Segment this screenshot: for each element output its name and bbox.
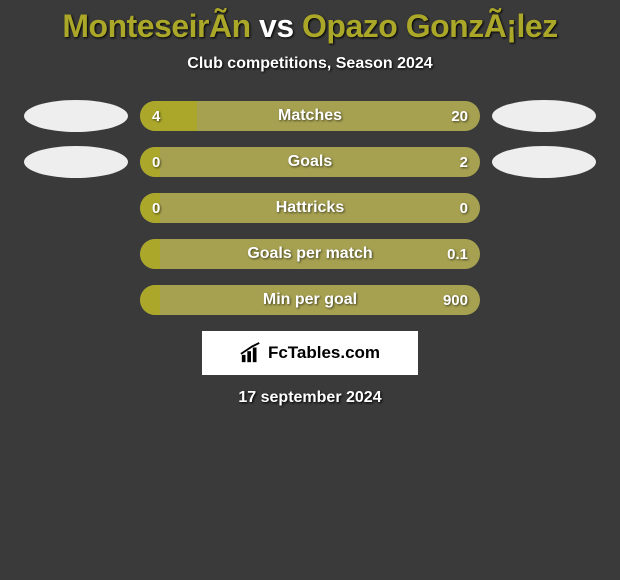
left-player-oval	[24, 100, 128, 132]
bar-chart-icon	[240, 342, 262, 364]
logo-box: FcTables.com	[202, 331, 418, 375]
stat-label: Min per goal	[140, 285, 480, 315]
stat-label: Matches	[140, 101, 480, 131]
stat-row: 0Goals2	[0, 147, 620, 177]
stat-row: 4Matches20	[0, 101, 620, 131]
stats-rows: 4Matches200Goals20Hattricks0Goals per ma…	[0, 101, 620, 315]
oval-spacer	[24, 192, 128, 224]
stat-row: Min per goal900	[0, 285, 620, 315]
stat-value-right: 20	[451, 101, 468, 131]
stat-label: Goals	[140, 147, 480, 177]
stat-bar: 4Matches20	[140, 101, 480, 131]
title-vs: vs	[259, 8, 294, 44]
subtitle: Club competitions, Season 2024	[0, 55, 620, 73]
oval-spacer	[492, 192, 596, 224]
title-right-name: Opazo GonzÃ¡lez	[302, 8, 558, 44]
logo-text: FcTables.com	[268, 343, 380, 363]
stat-bar: Goals per match0.1	[140, 239, 480, 269]
page-title: MonteseirÃ­n vs Opazo GonzÃ¡lez	[0, 8, 620, 45]
stat-row: 0Hattricks0	[0, 193, 620, 223]
title-left-name: MonteseirÃ­n	[62, 8, 250, 44]
stat-row: Goals per match0.1	[0, 239, 620, 269]
stat-value-right: 2	[460, 147, 468, 177]
stat-bar: 0Goals2	[140, 147, 480, 177]
stats-infographic: MonteseirÃ­n vs Opazo GonzÃ¡lez Club com…	[0, 0, 620, 407]
stat-label: Hattricks	[140, 193, 480, 223]
oval-spacer	[24, 238, 128, 270]
stat-bar: Min per goal900	[140, 285, 480, 315]
oval-spacer	[492, 238, 596, 270]
left-player-oval	[24, 146, 128, 178]
oval-spacer	[24, 284, 128, 316]
stat-value-right: 0.1	[447, 239, 468, 269]
stat-value-right: 0	[460, 193, 468, 223]
right-player-oval	[492, 146, 596, 178]
stat-bar: 0Hattricks0	[140, 193, 480, 223]
oval-spacer	[492, 284, 596, 316]
date-text: 17 september 2024	[0, 389, 620, 407]
stat-value-right: 900	[443, 285, 468, 315]
stat-label: Goals per match	[140, 239, 480, 269]
right-player-oval	[492, 100, 596, 132]
